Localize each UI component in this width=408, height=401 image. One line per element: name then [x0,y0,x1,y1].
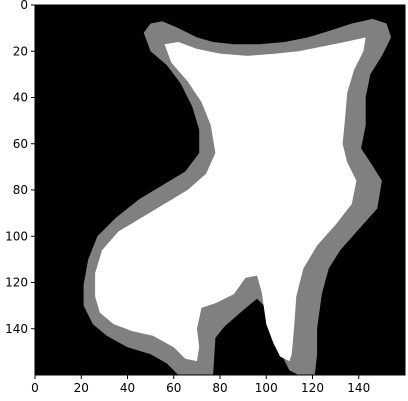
y-tick-label: 120 [5,276,28,290]
y-tick-label: 100 [5,229,28,243]
x-tick-label: 20 [74,381,89,395]
mask-shapes [83,18,392,375]
interior-region [95,37,366,362]
y-tick-label: 20 [13,44,28,58]
x-tick-label: 120 [301,381,324,395]
x-tick-label: 60 [166,381,181,395]
y-tick-label: 0 [20,0,28,12]
y-axis: 0 20 40 60 80 100 120 140 [5,0,35,336]
y-tick-label: 40 [13,91,28,105]
x-tick-label: 40 [120,381,135,395]
mask-image [35,5,405,375]
x-axis: 0 20 40 60 80 100 120 140 [31,375,370,395]
y-tick-label: 60 [13,137,28,151]
x-tick-label: 0 [31,381,39,395]
y-tick-label: 80 [13,183,28,197]
y-tick-label: 140 [5,322,28,336]
x-tick-label: 100 [255,381,278,395]
x-tick-label: 140 [347,381,370,395]
x-tick-label: 80 [212,381,227,395]
